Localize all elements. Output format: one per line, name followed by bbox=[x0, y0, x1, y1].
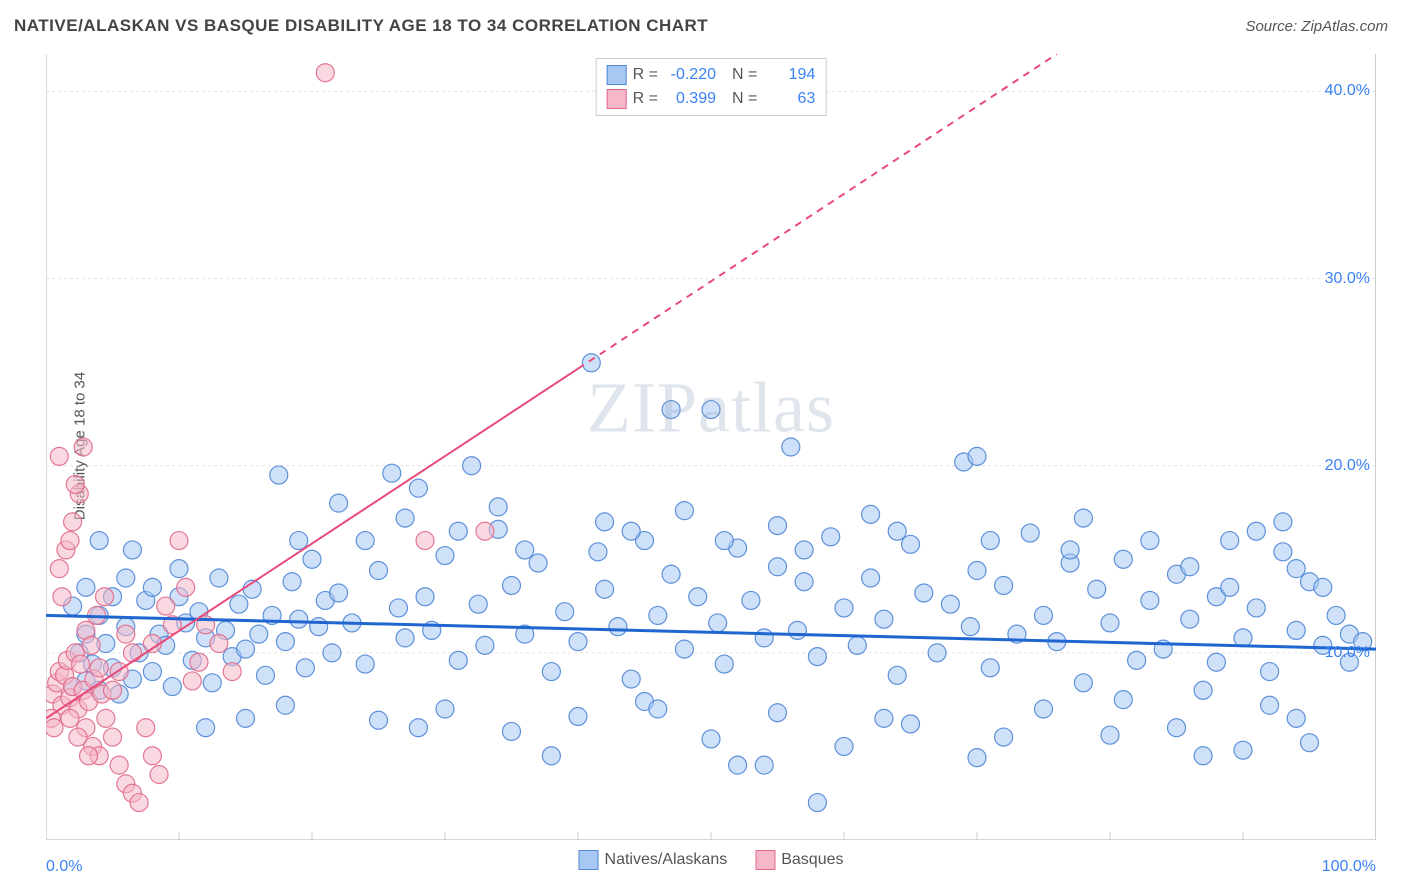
correlation-chart: NATIVE/ALASKAN VS BASQUE DISABILITY AGE … bbox=[0, 0, 1406, 892]
stat-r-label: R = bbox=[633, 66, 658, 84]
y-tick-label: 40.0% bbox=[1325, 82, 1370, 100]
legend-item: Natives/Alaskans bbox=[579, 850, 728, 870]
stats-row-basques: R = 0.399 N = 63 bbox=[607, 87, 816, 111]
stat-n-label: N = bbox=[732, 90, 757, 108]
chart-title: NATIVE/ALASKAN VS BASQUE DISABILITY AGE … bbox=[14, 16, 708, 36]
stat-r-value: -0.220 bbox=[664, 66, 716, 84]
plot-area: ZIPatlas R =-0.220N =194R =0.399N =63 Na… bbox=[46, 54, 1376, 840]
plot-svg bbox=[46, 54, 1376, 840]
legend-label: Basques bbox=[781, 851, 843, 868]
source-attribution: Source: ZipAtlas.com bbox=[1245, 18, 1388, 35]
stat-n-value: 63 bbox=[763, 90, 815, 108]
y-tick-label: 20.0% bbox=[1325, 457, 1370, 475]
stats-legend: R = -0.220 N = 194 R = 0.399 N = 63 bbox=[596, 58, 827, 116]
y-tick-label: 30.0% bbox=[1325, 270, 1370, 288]
series-legend: Natives/Alaskans Basques bbox=[579, 850, 844, 870]
swatch-icon bbox=[579, 850, 599, 870]
stats-row-natives: R = -0.220 N = 194 bbox=[607, 63, 816, 87]
stat-r-label: R = bbox=[633, 90, 658, 108]
stat-n-value: 194 bbox=[763, 66, 815, 84]
swatch-icon bbox=[607, 65, 627, 85]
legend-label: Natives/Alaskans bbox=[605, 851, 728, 868]
series-natives bbox=[64, 354, 1372, 812]
y-tick-label: 10.0% bbox=[1325, 644, 1370, 662]
swatch-icon bbox=[755, 850, 775, 870]
swatch-icon bbox=[607, 89, 627, 109]
x-axis-max-label: 100.0% bbox=[1322, 858, 1376, 876]
x-axis-min-label: 0.0% bbox=[46, 858, 82, 876]
stat-n-label: N = bbox=[732, 66, 757, 84]
series-basques bbox=[46, 64, 494, 812]
legend-item: Basques bbox=[755, 850, 843, 870]
stat-r-value: 0.399 bbox=[664, 90, 716, 108]
